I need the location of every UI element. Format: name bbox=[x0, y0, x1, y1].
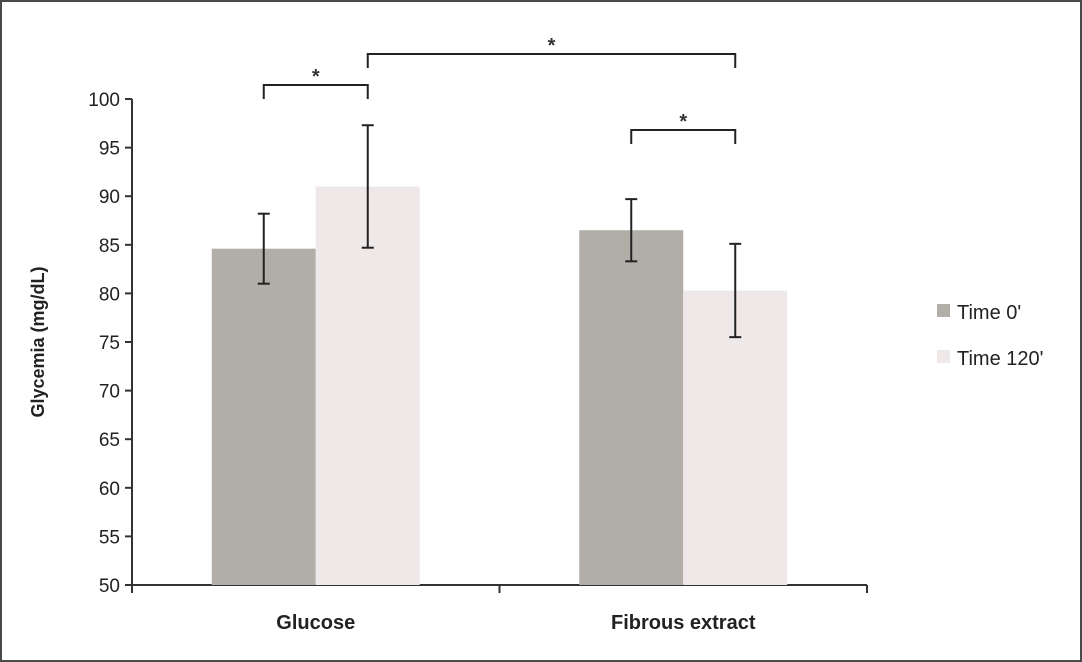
significance-group: * * * bbox=[262, 35, 737, 144]
y-tick-label: 55 bbox=[99, 527, 120, 548]
y-tick-label: 90 bbox=[99, 187, 120, 208]
x-category-label: Fibrous extract bbox=[611, 612, 756, 634]
error-bar bbox=[361, 124, 374, 249]
bars-group bbox=[211, 186, 788, 586]
legend-item: Time 0' bbox=[937, 302, 1021, 324]
y-tick-label: 50 bbox=[99, 576, 120, 597]
bar-time-0--glucose bbox=[211, 248, 316, 586]
y-tick-label: 70 bbox=[99, 382, 120, 403]
error-bar bbox=[729, 242, 742, 339]
y-tick-label: 95 bbox=[99, 139, 120, 160]
y-tick-label: 75 bbox=[99, 333, 120, 354]
bracket-line bbox=[630, 129, 737, 144]
error-bar bbox=[257, 212, 270, 285]
legend-item: Time 120' bbox=[937, 348, 1043, 370]
y-tick-label: 60 bbox=[99, 479, 120, 500]
error-bars-group bbox=[257, 124, 742, 339]
significance-star: * bbox=[312, 66, 320, 88]
legend: Time 0' Time 120' bbox=[937, 302, 1043, 370]
legend-label: Time 0' bbox=[957, 302, 1021, 324]
significance-bracket: * bbox=[630, 111, 737, 144]
significance-bracket: * bbox=[366, 35, 737, 68]
y-tick-label: 100 bbox=[88, 90, 120, 111]
legend-label: Time 120' bbox=[957, 348, 1043, 370]
y-tick-label: 65 bbox=[99, 430, 120, 451]
bar-time-120--fibrous-extract bbox=[683, 290, 788, 585]
significance-star: * bbox=[548, 35, 556, 57]
y-axis-title: Glycemia (mg/dL) bbox=[28, 266, 48, 417]
axes-group: 50 55 60 65 70 75 80 85 90 95 100 Glucose Fibrous ex… bbox=[88, 90, 868, 634]
bar-time-120--glucose bbox=[315, 186, 420, 586]
bracket-line bbox=[366, 53, 737, 68]
significance-bracket: * bbox=[262, 66, 369, 99]
y-tick-label: 85 bbox=[99, 236, 120, 257]
legend-swatch bbox=[937, 304, 950, 317]
significance-star: * bbox=[679, 111, 687, 133]
x-category-label: Glucose bbox=[276, 612, 355, 634]
error-bar bbox=[625, 198, 638, 263]
y-tick-label: 80 bbox=[99, 284, 120, 305]
bar-time-0--fibrous-extract bbox=[579, 230, 684, 585]
legend-swatch bbox=[937, 350, 950, 363]
bracket-line bbox=[262, 84, 369, 99]
